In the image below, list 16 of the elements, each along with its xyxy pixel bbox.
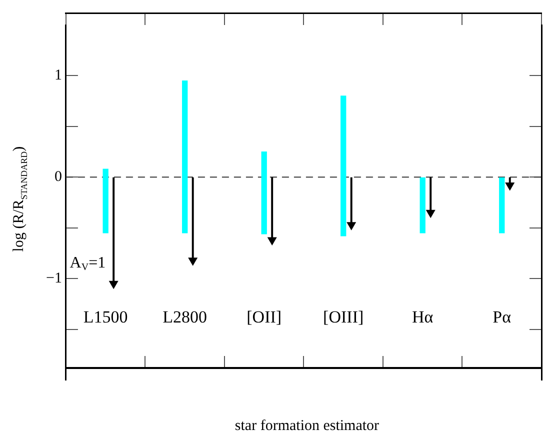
y-tick-label: −1 — [46, 270, 62, 287]
bar — [420, 177, 426, 234]
x-tick-label: L1500 — [83, 308, 128, 327]
bar — [102, 168, 108, 234]
bar — [499, 177, 505, 234]
bar — [340, 96, 346, 236]
x-tick-label: Hα — [412, 308, 434, 327]
bar — [182, 80, 188, 234]
y-tick-label: 1 — [54, 68, 62, 84]
bar — [261, 151, 267, 234]
y-tick-label: 0 — [54, 169, 62, 186]
x-tick-label: [OIII] — [323, 308, 364, 327]
x-tick-label: [OII] — [246, 308, 282, 327]
x-tick-label: L2800 — [162, 308, 208, 327]
x-tick-label: Pα — [492, 308, 512, 327]
x-axis-title: star formation estimator — [234, 418, 380, 435]
